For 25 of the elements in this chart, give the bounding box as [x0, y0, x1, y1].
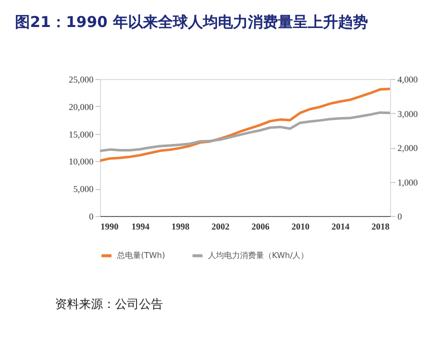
x-tick-label: 1998 [172, 222, 190, 232]
x-tick-label: 2006 [252, 222, 270, 232]
y-tick-label: 5,000 [73, 184, 94, 194]
y2-tick-label: 2,000 [398, 143, 418, 153]
x-tick-label: 2002 [212, 222, 230, 232]
x-tick-label: 1990 [100, 222, 119, 232]
y2-tick-label: 0 [398, 212, 402, 222]
y2-tick-label: 4,000 [398, 74, 418, 84]
chart-title: 图21：1990 年以来全球人均电力消费量呈上升趋势 [15, 13, 368, 31]
y-tick-label: 20,000 [68, 102, 94, 112]
y2-tick-label: 3,000 [398, 108, 418, 119]
x-tick-label: 2014 [332, 222, 350, 232]
line-series [100, 88, 390, 162]
y-tick-label: 15,000 [68, 129, 94, 140]
y-tick-label: 10,000 [68, 156, 94, 167]
x-tick-label: 2010 [292, 222, 310, 232]
x-tick-label: 2018 [372, 222, 390, 232]
text: 资料来源：公司公告 [55, 297, 163, 311]
line-series [100, 111, 390, 152]
x-tick-label: 1994 [132, 222, 150, 232]
legend-label: 总电量(TWh) [116, 250, 166, 260]
y2-tick-label: 1,000 [398, 177, 418, 188]
legend-label: 人均电力消费量（KWh/人） [208, 250, 309, 260]
y-tick-label: 0 [89, 212, 94, 222]
y-tick-label: 25,000 [68, 74, 94, 84]
